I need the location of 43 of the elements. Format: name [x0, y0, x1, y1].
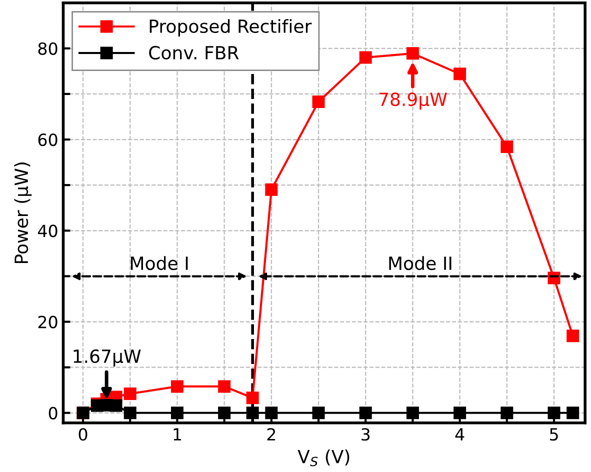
- point: [566, 330, 580, 342]
- point: [246, 392, 259, 404]
- y-tick-label: 40: [38, 224, 58, 238]
- x-tick-label: 3: [362, 428, 370, 441]
- point: [218, 406, 231, 420]
- point: [500, 406, 514, 420]
- annotation: Mode II: [389, 256, 452, 270]
- point: [359, 51, 372, 64]
- point: [265, 406, 278, 420]
- point: [218, 380, 231, 393]
- legend-label: Proposed Rectifier: [150, 19, 312, 37]
- point: [454, 68, 466, 80]
- x-tick-label: 2: [267, 428, 276, 440]
- point: [124, 388, 136, 400]
- y-tick-label: 80: [38, 42, 58, 55]
- point: [406, 406, 419, 420]
- y-tick-label: 0: [48, 406, 58, 420]
- y-tick-label: 60: [38, 133, 58, 146]
- point: [170, 406, 184, 420]
- x-tick-label: 5: [550, 428, 558, 441]
- point: [454, 406, 466, 420]
- annotation: 1.67μW: [74, 349, 141, 367]
- annotation: Mode I: [130, 256, 188, 270]
- annotation: 78.9μW: [379, 92, 447, 110]
- x-tick-label: 4: [455, 428, 464, 440]
- y-axis-title: Power (μW): [14, 162, 32, 263]
- x-tick-label: 1: [174, 428, 181, 440]
- point: [124, 406, 136, 420]
- point: [265, 183, 278, 196]
- point: [500, 140, 514, 154]
- y-tick-label: 20: [38, 316, 58, 328]
- legend-label: Conv. FBR: [149, 46, 239, 60]
- point: [566, 406, 580, 420]
- point: [406, 47, 419, 60]
- point: [548, 406, 560, 420]
- point: [359, 406, 372, 420]
- x-axis-title: V$_{S}$ (V): [298, 449, 350, 466]
- point: [170, 380, 184, 393]
- point: [110, 399, 122, 412]
- point: [312, 95, 325, 108]
- point: [246, 406, 259, 420]
- x-tick-label: 0: [78, 428, 88, 441]
- point: [312, 406, 325, 420]
